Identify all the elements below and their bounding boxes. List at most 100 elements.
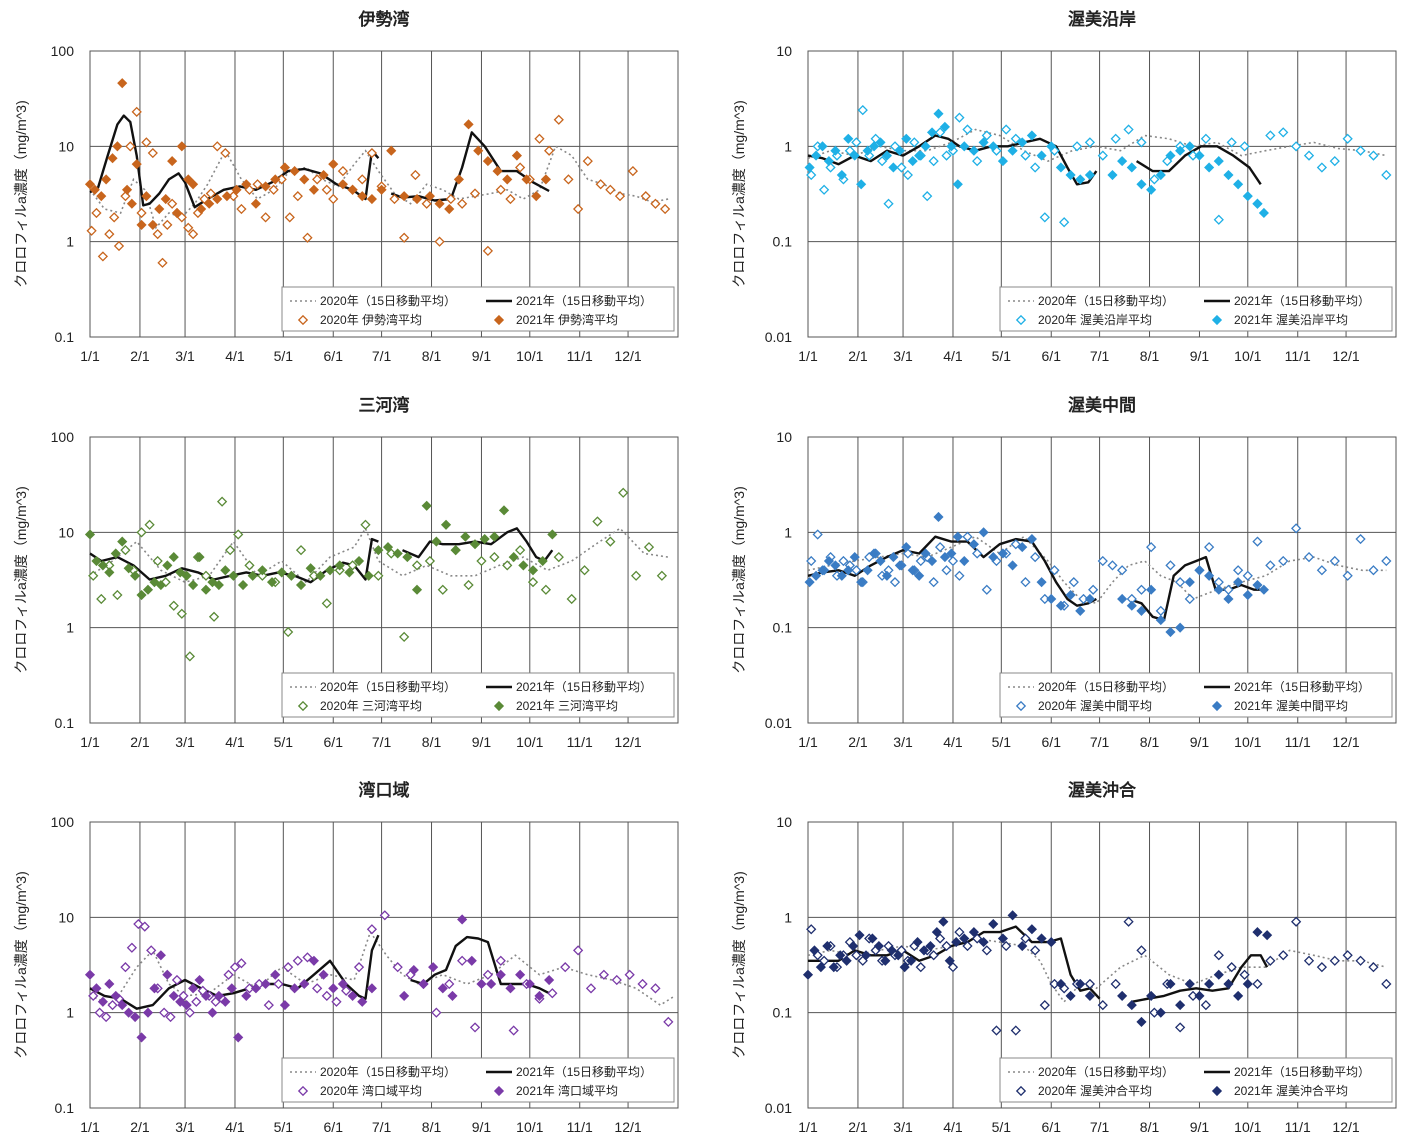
y-tick-label: 0.1 bbox=[55, 1100, 75, 1116]
data-point-2020 bbox=[341, 985, 352, 996]
data-point-2021 bbox=[1055, 162, 1066, 173]
y-tick-label: 1 bbox=[784, 909, 792, 925]
data-point-2021 bbox=[447, 990, 458, 1001]
data-point-2020 bbox=[208, 611, 220, 622]
data-point-2021 bbox=[862, 145, 873, 156]
x-tick-label: 12/1 bbox=[614, 734, 641, 750]
data-point-2020 bbox=[928, 155, 939, 167]
data-point-2020 bbox=[624, 969, 635, 980]
data-point-2020 bbox=[133, 918, 144, 930]
x-tick-label: 11/1 bbox=[567, 348, 593, 364]
legend: 2020年（15日移動平均） 2021年（15日移動平均） 2020年 三河湾平均 2… bbox=[281, 672, 675, 718]
data-point-2020 bbox=[139, 921, 150, 932]
data-point-2021 bbox=[392, 548, 403, 559]
data-point-2021 bbox=[457, 914, 468, 925]
data-point-2020 bbox=[1381, 555, 1392, 567]
data-point-2021 bbox=[357, 191, 368, 202]
data-point-2020 bbox=[113, 240, 125, 252]
data-point-2020 bbox=[1355, 533, 1366, 545]
data-point-2020 bbox=[1329, 555, 1340, 567]
y-tick-label: 100 bbox=[51, 429, 75, 445]
data-point-2021 bbox=[988, 141, 999, 152]
x-tick-label: 2/1 bbox=[848, 348, 868, 364]
data-point-2020 bbox=[399, 631, 410, 643]
data-point-2020 bbox=[1381, 169, 1392, 181]
data-point-2020 bbox=[954, 570, 965, 581]
x-tick-label: 10/1 bbox=[516, 1119, 543, 1135]
data-point-2020 bbox=[292, 191, 303, 202]
data-point-2021 bbox=[1065, 990, 1076, 1001]
x-tick-label: 9/1 bbox=[1190, 348, 1210, 364]
data-point-2021 bbox=[926, 127, 938, 138]
data-point-2021 bbox=[482, 156, 493, 167]
data-point-2021 bbox=[1026, 533, 1037, 545]
data-point-2021 bbox=[1213, 584, 1224, 595]
legend-symbol bbox=[297, 314, 309, 326]
data-point-2020 bbox=[107, 999, 118, 1011]
data-point-2021 bbox=[810, 570, 822, 581]
data-point-2020 bbox=[1226, 137, 1237, 148]
data-point-2021 bbox=[286, 570, 297, 581]
data-point-2021 bbox=[1194, 990, 1205, 1001]
data-point-2021 bbox=[938, 916, 949, 927]
data-point-2020 bbox=[806, 555, 817, 567]
data-point-2020 bbox=[585, 983, 597, 994]
data-point-2021 bbox=[925, 940, 936, 952]
moving-average-2020-line bbox=[807, 535, 1387, 605]
legend-symbol bbox=[493, 314, 505, 326]
data-point-2021 bbox=[440, 519, 452, 530]
data-point-2021 bbox=[121, 184, 133, 195]
data-point-2020 bbox=[1123, 124, 1134, 135]
data-point-2020 bbox=[421, 198, 432, 209]
chart-title: 湾口域 bbox=[359, 780, 410, 800]
data-point-2020 bbox=[144, 519, 155, 530]
data-point-2020 bbox=[515, 162, 526, 173]
legend-label: 2021年（15日移動平均） bbox=[1234, 1065, 1370, 1079]
data-point-2021 bbox=[130, 1011, 141, 1023]
data-point-2020 bbox=[1303, 551, 1315, 563]
data-point-2021 bbox=[868, 141, 880, 152]
data-point-2020 bbox=[1059, 217, 1070, 228]
legend-symbol bbox=[1211, 314, 1223, 326]
x-tick-label: 7/1 bbox=[1090, 1119, 1110, 1135]
data-point-2020 bbox=[94, 1007, 105, 1018]
data-point-2021 bbox=[521, 174, 532, 185]
data-point-2020 bbox=[991, 1025, 1002, 1036]
data-point-2020 bbox=[981, 584, 992, 595]
data-point-2020 bbox=[915, 962, 926, 973]
series-filled_diamond bbox=[804, 511, 1269, 638]
legend-label: 2021年（15日移動平均） bbox=[516, 680, 652, 694]
data-point-2021 bbox=[279, 162, 290, 173]
data-point-2020 bbox=[131, 106, 142, 117]
data-point-2020 bbox=[640, 191, 651, 202]
data-point-2021 bbox=[399, 990, 410, 1001]
data-point-2021 bbox=[849, 150, 860, 161]
data-point-2021 bbox=[502, 174, 513, 185]
data-point-2021 bbox=[97, 560, 108, 571]
data-point-2020 bbox=[1001, 124, 1012, 135]
data-point-2020 bbox=[373, 570, 384, 581]
y-tick-label: 10 bbox=[776, 43, 792, 59]
data-point-2020 bbox=[1233, 565, 1244, 576]
data-point-2021 bbox=[1036, 933, 1047, 944]
data-point-2021 bbox=[1223, 593, 1234, 605]
data-point-2021 bbox=[344, 567, 355, 578]
data-point-2021 bbox=[131, 159, 142, 170]
data-point-2020 bbox=[389, 193, 400, 205]
data-point-2020 bbox=[1010, 539, 1021, 550]
data-point-2021 bbox=[136, 589, 147, 601]
data-point-2021 bbox=[495, 969, 506, 980]
data-point-2020 bbox=[505, 193, 516, 205]
data-point-2020 bbox=[896, 162, 907, 173]
data-point-2020 bbox=[1039, 999, 1050, 1011]
data-point-2020 bbox=[941, 940, 952, 952]
data-point-2021 bbox=[233, 1032, 244, 1043]
legend-label: 2021年 渥美中間平均 bbox=[1234, 698, 1348, 713]
data-point-2020 bbox=[321, 990, 332, 1001]
data-point-2021 bbox=[142, 1007, 154, 1018]
data-point-2020 bbox=[1303, 150, 1315, 161]
data-point-2020 bbox=[1136, 584, 1147, 595]
y-tick-label: 0.01 bbox=[765, 329, 792, 345]
data-point-2021 bbox=[1017, 137, 1028, 148]
y-tick-label: 1 bbox=[66, 234, 74, 250]
